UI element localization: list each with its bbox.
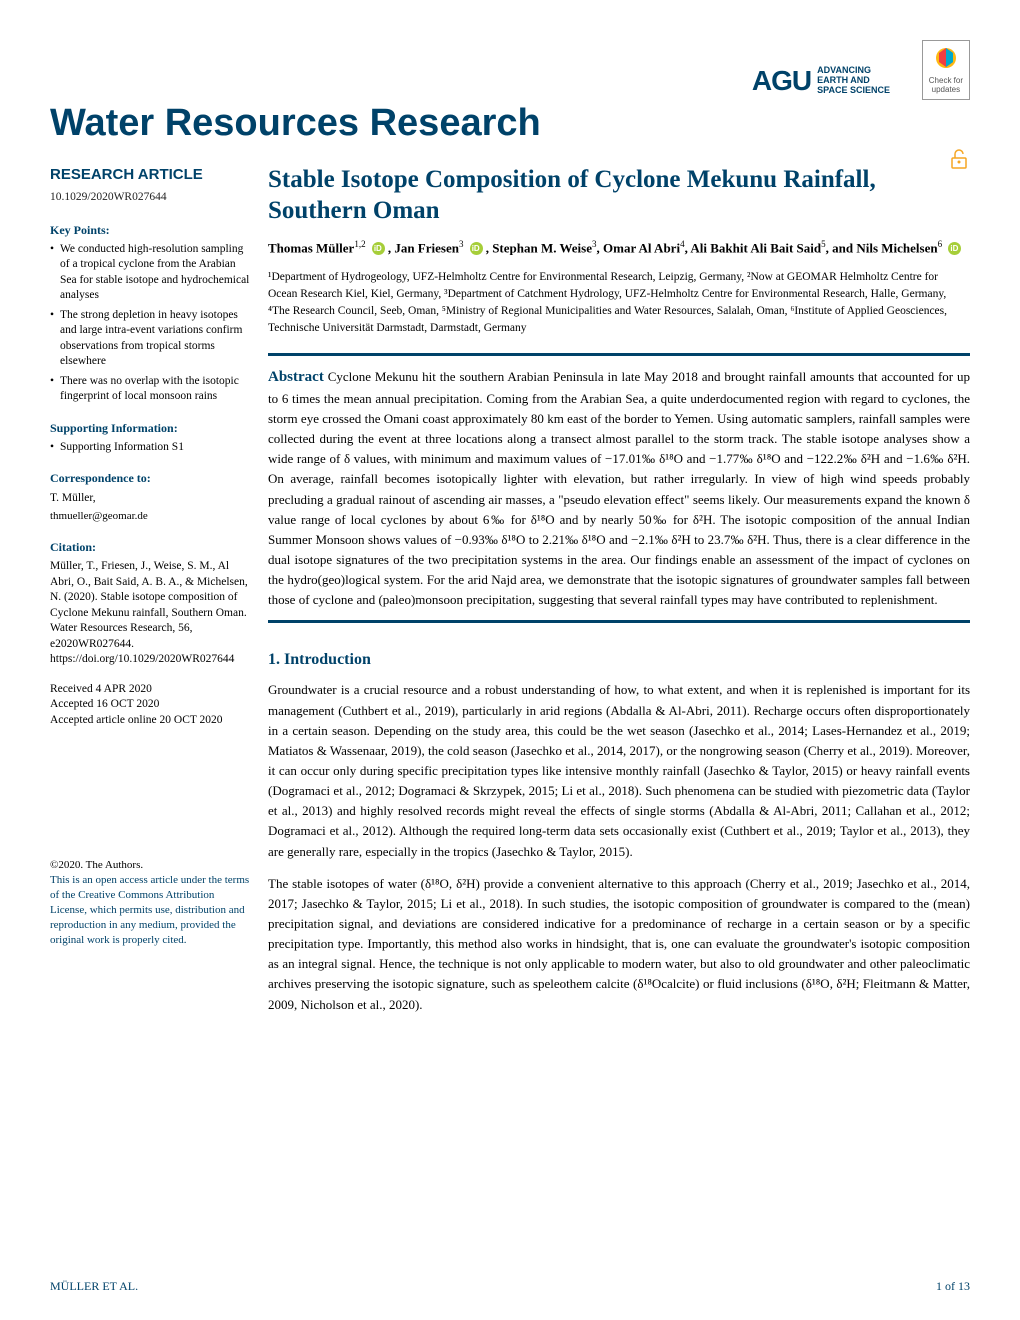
supporting-list: Supporting Information S1 <box>50 440 250 456</box>
page-footer: MÜLLER ET AL. 1 of 13 <box>50 1277 970 1295</box>
author: Ali Bakhit Ali Bait Said <box>690 240 821 255</box>
license-block: ©2020. The Authors. This is an open acce… <box>50 858 250 947</box>
affiliations: ¹Department of Hydrogeology, UFZ-Helmhol… <box>268 269 970 338</box>
agu-wordmark: AGU <box>752 60 811 102</box>
main-column: Stable Isotope Composition of Cyclone Me… <box>268 164 970 1027</box>
crossmark-icon <box>931 45 961 75</box>
correspondence-email[interactable]: thmueller@geomar.de <box>50 508 250 525</box>
orcid-icon[interactable] <box>372 242 385 255</box>
crossmark-badge[interactable]: Check for updates <box>922 40 970 100</box>
section-heading-intro: 1. Introduction <box>268 648 970 672</box>
correspondence-name: T. Müller, <box>50 490 250 507</box>
article-title: Stable Isotope Composition of Cyclone Me… <box>268 164 970 227</box>
key-point-item: We conducted high-resolution sampling of… <box>50 242 250 304</box>
orcid-icon[interactable] <box>948 242 961 255</box>
correspondence-block: Correspondence to: T. Müller, thmueller@… <box>50 469 250 524</box>
key-points-list: We conducted high-resolution sampling of… <box>50 242 250 405</box>
author: Stephan M. Weise <box>492 240 592 255</box>
license-text: This is an open access article under the… <box>50 873 250 947</box>
author: Thomas Müller <box>268 240 354 255</box>
dates-block: Received 4 APR 2020 Accepted 16 OCT 2020… <box>50 682 250 729</box>
article-doi: 10.1029/2020WR027644 <box>50 189 250 206</box>
footer-authors: MÜLLER ET AL. <box>50 1277 138 1295</box>
abstract-block: Abstract Cyclone Mekunu hit the southern… <box>268 353 970 624</box>
abstract-body: Cyclone Mekunu hit the southern Arabian … <box>268 369 970 608</box>
sidebar: RESEARCH ARTICLE 10.1029/2020WR027644 Ke… <box>50 164 250 1027</box>
abstract-text: Abstract Cyclone Mekunu hit the southern… <box>268 366 970 611</box>
open-access-icon <box>948 148 970 176</box>
citation-heading: Citation: <box>50 538 250 556</box>
license-copyright: ©2020. The Authors. <box>50 858 250 873</box>
crossmark-label: Check for updates <box>929 77 963 95</box>
citation-text: Müller, T., Friesen, J., Weise, S. M., A… <box>50 559 250 668</box>
date-online: Accepted article online 20 OCT 2020 <box>50 713 250 729</box>
author: Jan Friesen <box>394 240 459 255</box>
date-received: Received 4 APR 2020 <box>50 682 250 698</box>
intro-paragraph: Groundwater is a crucial resource and a … <box>268 680 970 861</box>
supporting-item[interactable]: Supporting Information S1 <box>50 440 250 456</box>
supporting-info-block: Supporting Information: Supporting Infor… <box>50 419 250 456</box>
supporting-info-heading: Supporting Information: <box>50 419 250 437</box>
correspondence-heading: Correspondence to: <box>50 469 250 487</box>
author-list: Thomas Müller1,2 , Jan Friesen3 , Stepha… <box>268 237 970 259</box>
date-accepted: Accepted 16 OCT 2020 <box>50 697 250 713</box>
citation-block: Citation: Müller, T., Friesen, J., Weise… <box>50 538 250 668</box>
footer-page-number: 1 of 13 <box>936 1277 970 1295</box>
key-point-item: There was no overlap with the isotopic f… <box>50 374 250 405</box>
key-point-item: The strong depletion in heavy isotopes a… <box>50 308 250 370</box>
abstract-label: Abstract <box>268 369 324 385</box>
key-points-heading: Key Points: <box>50 221 250 239</box>
author: and Nils Michelsen <box>832 240 937 255</box>
author: Omar Al Abri <box>603 240 680 255</box>
orcid-icon[interactable] <box>470 242 483 255</box>
agu-tagline: ADVANCING EARTH AND SPACE SCIENCE <box>817 66 890 96</box>
agu-logo: AGU ADVANCING EARTH AND SPACE SCIENCE <box>752 60 890 102</box>
article-type-label: RESEARCH ARTICLE <box>50 164 250 187</box>
journal-title: Water Resources Research <box>50 95 970 152</box>
key-points-block: Key Points: We conducted high-resolution… <box>50 221 250 405</box>
intro-paragraph: The stable isotopes of water (δ¹⁸O, δ²H)… <box>268 874 970 1015</box>
